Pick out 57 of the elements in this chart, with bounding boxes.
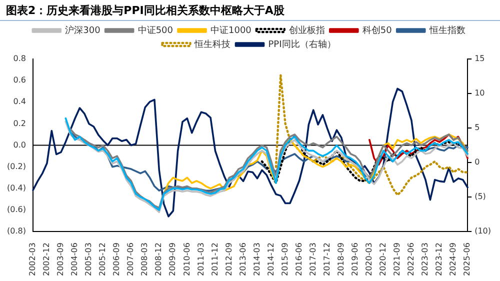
x-tick-label: 2009-09 [168, 242, 178, 276]
x-tick-label: 2025-06 [462, 242, 472, 276]
x-tick-label: 2008-03 [140, 242, 150, 276]
x-tick-label: 2023-12 [434, 242, 444, 276]
x-tick-label: 2015-09 [280, 242, 290, 276]
x-tick-label: 2013-06 [238, 242, 248, 276]
x-tick-label: 2002-03 [28, 242, 38, 276]
legend-label: 中证500 [138, 24, 174, 36]
x-tick-label: 2002-12 [42, 242, 52, 276]
x-tick-label: 2017-12 [322, 242, 332, 276]
x-tick-label: 2005-03 [84, 242, 94, 276]
legend-label: PPI同比（右轴） [268, 38, 336, 50]
y-tick-label: 0.0 [13, 140, 26, 150]
chart-title: 图表2：历史来看港股与PPI同比相关系数中枢略大于A股 [0, 0, 500, 21]
x-tick-label: 2020-12 [378, 242, 388, 276]
y2-tick-label: 10 [474, 88, 485, 98]
legend-label: 恒生指数 [428, 24, 466, 36]
x-tick-label: 2017-03 [308, 242, 318, 276]
legend-label: 中证1000 [210, 24, 252, 36]
y-tick-label: (0.6) [6, 205, 26, 214]
x-tick-label: 2008-12 [154, 242, 164, 276]
x-tick-label: 2010-06 [182, 242, 192, 276]
x-tick-label: 2011-03 [196, 242, 206, 276]
y-tick-label: (0.8) [6, 226, 26, 236]
y2-tick-label: 0 [474, 158, 480, 167]
x-tick-label: 2005-12 [98, 242, 108, 276]
y-tick-label: (0.4) [6, 184, 26, 193]
legend-label: 沪深300 [65, 24, 101, 36]
x-tick-label: 2004-06 [70, 242, 80, 276]
x-tick-label: 2021-09 [392, 242, 402, 276]
legend-label: 创业板指 [288, 24, 325, 36]
x-tick-label: 2003-09 [56, 242, 66, 276]
legend-label: 科创50 [362, 24, 392, 36]
x-tick-label: 2012-09 [224, 242, 234, 276]
legend-label: 恒生科技 [194, 38, 231, 50]
x-tick-label: 2014-03 [252, 242, 262, 276]
x-tick-label: 2018-09 [336, 242, 346, 276]
x-tick-label: 2019-06 [350, 242, 360, 276]
y-tick-label: 0.6 [13, 76, 26, 85]
y-tick-label: 0.2 [13, 118, 26, 128]
x-tick-label: 2022-06 [406, 242, 416, 276]
y2-tick-label: 15 [474, 54, 485, 64]
x-tick-label: 2024-09 [448, 242, 458, 276]
x-tick-label: 2014-12 [266, 242, 276, 276]
y-tick-label: 0.8 [13, 54, 26, 64]
x-tick-label: 2020-03 [364, 242, 374, 276]
y2-tick-label: (10) [474, 226, 491, 236]
y-tick-label: 0.4 [13, 97, 26, 106]
x-tick-label: 2023-03 [420, 242, 430, 276]
y2-tick-label: 5 [474, 123, 480, 132]
x-tick-label: 2007-06 [126, 242, 136, 276]
x-tick-label: 2006-09 [112, 242, 122, 276]
x-tick-label: 2011-12 [210, 242, 220, 276]
y-tick-label: (0.2) [6, 162, 26, 171]
y2-tick-label: (5) [474, 192, 486, 202]
line-series [274, 74, 469, 196]
x-tick-label: 2016-06 [294, 242, 304, 276]
